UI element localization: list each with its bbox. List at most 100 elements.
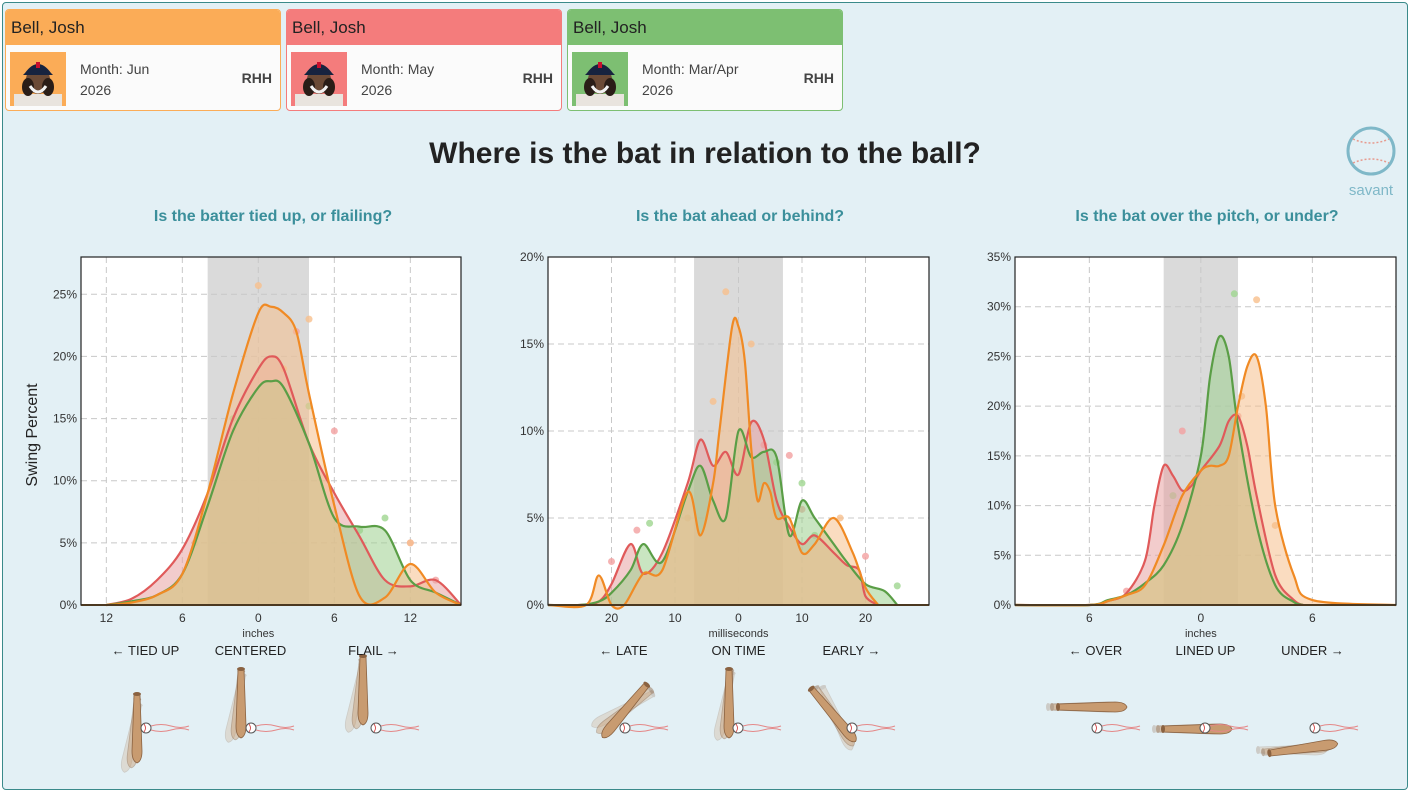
logo-text: savant — [1349, 182, 1394, 199]
data-point — [305, 315, 313, 323]
data-point — [1178, 427, 1186, 435]
y-axis-label: Swing Percent — [24, 383, 41, 487]
ball-icon — [1309, 722, 1359, 734]
bat-icon — [807, 685, 857, 743]
card-month: Month: Mar/Apr — [642, 61, 739, 77]
y-tick-label: 5% — [994, 548, 1012, 562]
series-line — [106, 355, 462, 607]
bat-icon — [723, 667, 735, 739]
label-over: ← OVER — [1068, 643, 1123, 658]
x-tick-label: 6 — [179, 611, 186, 625]
card-year: 2026 — [361, 82, 393, 98]
card-month: Month: Jun — [80, 61, 150, 77]
y-tick-label: 25% — [987, 349, 1011, 363]
plot-frame — [80, 256, 462, 606]
data-point — [608, 558, 615, 565]
y-tick-label: 10% — [987, 499, 1011, 513]
data-point — [747, 340, 755, 348]
x-tick-label: 0 — [255, 611, 262, 625]
data-point — [381, 514, 389, 522]
bat-icon — [1267, 739, 1339, 758]
y-tick-label: 0% — [527, 598, 545, 612]
label-flail: FLAIL → — [348, 643, 399, 658]
label-late: ← LATE — [599, 643, 648, 658]
chart1-title: Is the batter tied up, or flailing? — [153, 208, 393, 225]
series-line — [106, 303, 462, 607]
data-point — [330, 427, 338, 435]
player-headshot — [291, 52, 347, 106]
x-tick-label: 6 — [331, 611, 338, 625]
label-centered: CENTERED — [214, 643, 287, 658]
bat-icon — [601, 681, 651, 739]
x-tick-label: 0 — [735, 611, 742, 625]
y-tick-label: 15% — [53, 412, 77, 426]
ball-icon — [1199, 722, 1249, 734]
chart-ahead-behind: 0% 5% 10% 15% 20% 20 10 0 10 20 milliseconds — [520, 250, 930, 640]
data-point — [798, 479, 806, 487]
y-tick-label: 20% — [520, 250, 544, 264]
page-title: Where is the bat in relation to the ball… — [429, 137, 981, 170]
ball-icon — [619, 722, 669, 734]
data-point — [1230, 290, 1238, 298]
card-batting-hand: RHH — [803, 70, 834, 86]
card-month: Month: May — [361, 61, 435, 77]
data-point — [709, 397, 717, 405]
ball-icon — [1091, 722, 1141, 734]
label-on-time: ON TIME — [711, 643, 766, 658]
ball-icon — [732, 722, 782, 734]
player-card-mar-apr[interactable]: Bell, Josh Month: Mar/Apr 2026 RHH — [567, 9, 843, 111]
bat-illustrations — [120, 654, 1359, 773]
chart-over-under: 0% 5% 10% 15% 20% 25% 30% 35% 6 0 6 inches — [987, 250, 1397, 640]
series-line — [547, 419, 879, 607]
data-point — [862, 552, 869, 560]
label-under: UNDER → — [1281, 643, 1344, 658]
series-line — [1014, 413, 1304, 607]
x-axis-label: milliseconds — [709, 628, 769, 640]
y-tick-label: 20% — [987, 399, 1011, 413]
x-tick-label: 0 — [1198, 611, 1205, 625]
bat-icon — [357, 654, 369, 726]
data-point — [254, 282, 262, 290]
y-tick-label: 25% — [53, 287, 77, 301]
label-early: EARLY → — [822, 643, 881, 658]
bat-icon — [131, 692, 143, 764]
data-point — [633, 526, 641, 534]
label-tied-up: ← TIED UP — [111, 643, 180, 658]
plot-frame — [547, 256, 930, 606]
savant-logo[interactable]: savant — [1343, 125, 1399, 201]
ball-icon — [245, 722, 295, 734]
x-tick-label: 20 — [605, 611, 619, 625]
y-tick-label: 15% — [987, 449, 1011, 463]
series-area — [106, 304, 461, 605]
ball-icon — [140, 722, 190, 734]
plot-frame — [1014, 256, 1397, 606]
data-point — [785, 451, 793, 459]
data-point — [722, 288, 730, 296]
x-tick-label: 10 — [668, 611, 682, 625]
x-tick-label: 6 — [1309, 611, 1316, 625]
data-point — [1253, 296, 1261, 304]
charts-canvas: Swing Percent 0% 5% 10% 15% 20% 25% 12 6 0 6 12 inc… — [24, 250, 1397, 773]
y-tick-label: 30% — [987, 300, 1011, 314]
x-axis-label: inches — [242, 628, 274, 640]
bat-icon — [1161, 723, 1233, 735]
y-tick-label: 0% — [994, 598, 1012, 612]
ball-icon — [370, 722, 420, 734]
player-card-jun[interactable]: Bell, Josh Month: Jun 2026 RHH — [5, 9, 281, 111]
data-point — [836, 514, 844, 522]
bat-icon — [235, 667, 247, 739]
x-tick-label: 12 — [404, 611, 418, 625]
y-tick-label: 0% — [60, 598, 78, 612]
ball-icon — [846, 722, 896, 734]
player-headshot — [572, 52, 628, 106]
chart3-title: Is the bat over the pitch, or under? — [1075, 208, 1339, 225]
x-tick-label: 20 — [859, 611, 873, 625]
player-card-may[interactable]: Bell, Josh Month: May 2026 RHH — [286, 9, 562, 111]
data-point — [893, 582, 901, 590]
series-line — [1014, 353, 1397, 607]
baseball-icon — [1346, 126, 1396, 176]
x-tick-label: 10 — [795, 611, 809, 625]
player-name: Bell, Josh — [6, 10, 280, 45]
player-name: Bell, Josh — [287, 10, 561, 45]
